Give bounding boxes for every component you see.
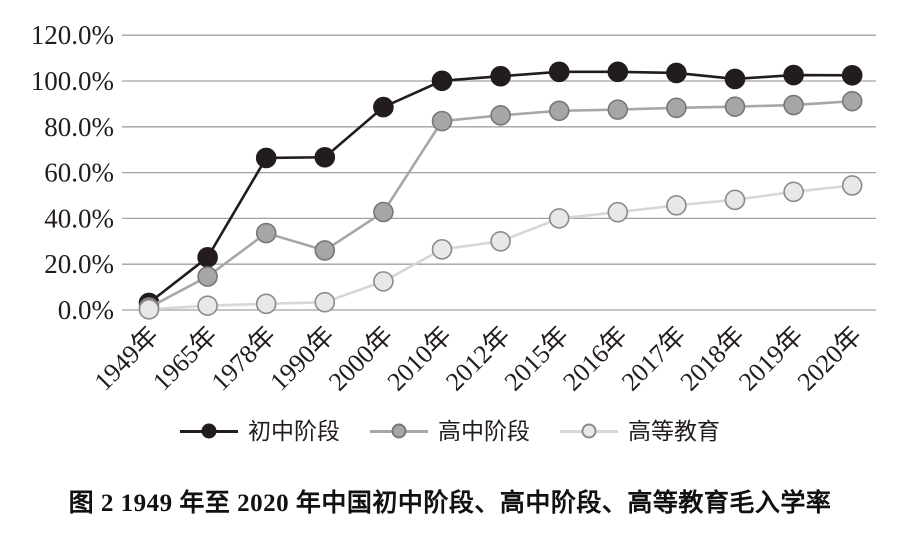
data-point-marker — [666, 97, 687, 119]
data-point-marker — [548, 208, 570, 229]
legend-label-senior-high: 高中阶段 — [438, 419, 530, 444]
data-point-marker — [431, 110, 453, 132]
data-point-marker — [607, 61, 629, 83]
x-axis-tick-label: 2000年 — [323, 321, 399, 397]
data-point-marker — [783, 64, 804, 86]
y-axis-tick-label: 100.0% — [31, 66, 114, 96]
series-line — [148, 99, 853, 309]
x-axis-tick-label: 2020年 — [792, 321, 868, 397]
x-axis-tick-label: 1965年 — [147, 321, 223, 397]
legend-dot-senior-high — [391, 423, 407, 438]
data-point-marker — [841, 175, 863, 196]
y-axis-tick-label: 0.0% — [58, 295, 114, 325]
y-axis-tick-label: 60.0% — [44, 158, 114, 188]
x-axis-tick-label: 2018年 — [675, 321, 751, 397]
data-point-marker — [490, 65, 511, 87]
data-point-marker — [138, 299, 160, 320]
legend-marker-junior-middle-icon — [180, 421, 238, 441]
legend-dot-higher-education — [581, 423, 597, 438]
data-point-marker — [255, 147, 277, 169]
data-point-marker — [314, 291, 336, 313]
data-point-marker — [255, 293, 277, 315]
x-axis-tick-label: 2017年 — [616, 321, 692, 397]
figure-caption: 图 2 1949 年至 2020 年中国初中阶段、高中阶段、高等教育毛入学率 — [68, 490, 832, 517]
legend-marker-senior-high-icon — [370, 421, 428, 441]
data-point-marker — [255, 222, 277, 244]
y-axis-tick-label: 40.0% — [44, 203, 114, 233]
data-point-marker — [314, 146, 336, 168]
data-point-marker — [373, 96, 394, 118]
data-point-marker — [490, 231, 511, 252]
data-point-marker — [197, 247, 218, 268]
data-point-marker — [607, 99, 629, 120]
data-point-marker — [724, 68, 746, 90]
y-axis-tick-label: 20.0% — [44, 249, 114, 279]
data-point-marker — [666, 195, 687, 216]
legend-dot-junior-middle — [201, 423, 217, 438]
x-axis-tick-label: 1949年 — [89, 321, 165, 397]
x-axis-tick-label: 2012年 — [440, 321, 516, 397]
legend-item-higher-education: 高等教育 — [560, 418, 720, 443]
data-point-marker — [841, 90, 863, 112]
enrollment-line-chart-plot-area: 0.0% 20.0% 40.0% 60.0% 80.0% 100.0% 120.0% 1949… — [31, 20, 876, 397]
data-point-marker — [666, 62, 687, 84]
legend-item-junior-middle-school: 初中阶段 — [180, 418, 340, 443]
data-point-marker — [431, 70, 453, 92]
data-point-marker — [724, 189, 746, 211]
data-point-marker — [607, 201, 629, 223]
x-axis-tick-label: 2015年 — [499, 321, 575, 397]
data-point-marker — [373, 201, 394, 223]
data-point-marker — [431, 239, 453, 260]
legend-item-senior-high-school: 高中阶段 — [370, 418, 530, 443]
data-point-marker — [783, 181, 804, 203]
data-point-marker — [841, 64, 863, 86]
data-point-marker — [783, 94, 804, 116]
y-axis-tick-label: 80.0% — [44, 112, 114, 142]
x-axis-tick-label: 2010年 — [382, 321, 458, 397]
x-axis-tick-label: 1990年 — [264, 321, 340, 397]
y-axis-tick-label: 120.0% — [31, 20, 114, 50]
legend-label-junior-middle: 初中阶段 — [248, 419, 340, 444]
x-axis-tick-label: 2019年 — [733, 321, 809, 397]
x-axis-tick-label: 2016年 — [557, 321, 633, 397]
data-point-marker — [548, 100, 570, 122]
data-point-marker — [548, 61, 570, 83]
data-point-marker — [197, 266, 218, 287]
legend-label-higher-education: 高等教育 — [628, 419, 720, 444]
legend-marker-higher-education-icon — [560, 421, 618, 441]
data-point-marker — [314, 240, 336, 261]
data-point-marker — [373, 271, 394, 292]
chart-legend: 初中阶段 高中阶段 高等教育 — [0, 418, 900, 443]
x-axis-tick-label: 1978年 — [206, 321, 282, 397]
data-point-marker — [490, 105, 511, 126]
data-point-marker — [197, 295, 218, 316]
data-point-marker — [724, 96, 746, 117]
